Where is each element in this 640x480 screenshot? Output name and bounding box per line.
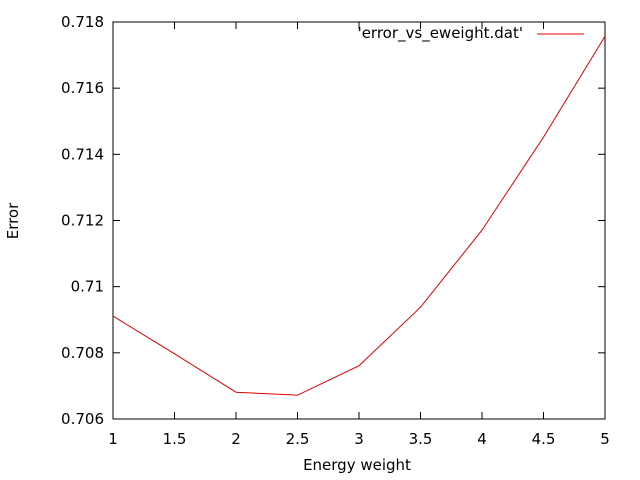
y-tick-label: 0.718 — [61, 13, 104, 31]
y-tick-label: 0.714 — [61, 145, 104, 163]
x-tick-label: 2.5 — [286, 430, 310, 448]
y-axis-label: Error — [4, 202, 22, 239]
series-line — [112, 35, 606, 396]
x-tick-label: 4 — [477, 430, 487, 448]
x-tick-label: 1 — [108, 430, 118, 448]
y-tick-label: 0.708 — [61, 344, 104, 362]
x-tick-label: 1.5 — [163, 430, 187, 448]
y-tick-label: 0.712 — [61, 212, 104, 230]
y-tick-label: 0.716 — [61, 79, 104, 97]
x-tick-label: 4.5 — [532, 430, 556, 448]
x-axis-label: Energy weight — [303, 456, 411, 474]
x-tick-label: 2 — [231, 430, 241, 448]
legend-label: 'error_vs_eweight.dat' — [358, 24, 523, 43]
x-tick-label: 3 — [354, 430, 364, 448]
x-tick-label: 3.5 — [409, 430, 433, 448]
x-tick-label: 5 — [600, 430, 610, 448]
y-tick-label: 0.706 — [61, 410, 104, 428]
y-tick-label: 0.71 — [71, 278, 104, 296]
plot-border — [112, 21, 606, 420]
